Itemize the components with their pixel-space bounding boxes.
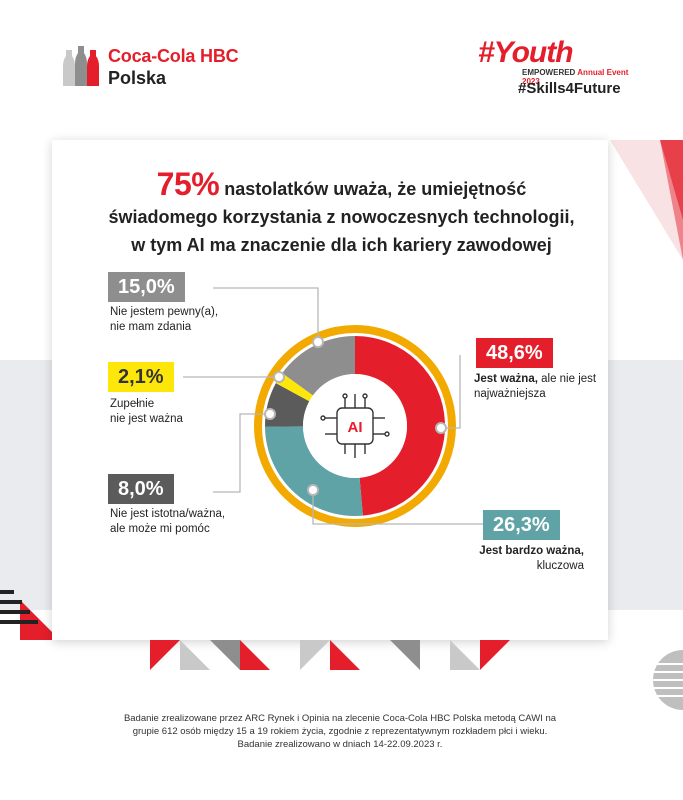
slice-label-important-bold: Jest ważna, xyxy=(474,373,538,385)
brand-name: Coca-Cola HBC xyxy=(108,46,239,66)
footer-note: Badanie zrealizowane przez ARC Rynek i O… xyxy=(80,712,600,751)
slice-label-unsure-line2: nie mam zdania xyxy=(110,321,192,333)
slice-label-not-important-line2: nie jest ważna xyxy=(110,413,183,425)
donut-slice-not-essential xyxy=(265,383,310,427)
event-logo: #Youth EMPOWERED Annual Event 2023 #Skil… xyxy=(478,36,648,106)
slice-label-not-essential-line2: ale może mi pomóc xyxy=(110,523,210,535)
decorative-triangles xyxy=(150,640,510,670)
slice-label-not-important: Zupełnie nie jest ważna xyxy=(110,397,183,427)
donut-slice-important xyxy=(355,336,446,516)
footer-line1: Badanie zrealizowane przez ARC Rynek i O… xyxy=(123,713,557,724)
footer-line3: Badanie zrealizowano w dniach 14-22.09.2… xyxy=(237,739,443,750)
ai-chip-icon xyxy=(320,393,390,458)
connector-lines xyxy=(183,287,483,525)
event-subtitle-bold: EMPOWERED xyxy=(522,68,576,77)
slice-label-not-essential: Nie jest istotna/ważna, ale może mi pomó… xyxy=(110,507,225,537)
headline-line3: w tym AI ma znaczenie dla ich kariery za… xyxy=(131,235,552,255)
slice-label-important-value: 48,6% xyxy=(476,338,553,368)
headline-percent: 75% xyxy=(156,166,220,202)
decorative-stripes xyxy=(0,590,38,624)
slice-label-not-important-value: 2,1% xyxy=(108,362,174,392)
slice-label-not-essential-line1: Nie jest istotna/ważna, xyxy=(110,508,226,520)
headline-line1: 75% nastolatków uważa, że umiejętność xyxy=(0,168,683,203)
bottles-icon xyxy=(63,46,99,86)
brand-country: Polska xyxy=(108,68,167,88)
slice-label-very-important: Jest bardzo ważna, kluczowa xyxy=(460,544,584,574)
event-hashtag: #Skills4Future xyxy=(518,80,621,97)
headline-text1: nastolatków uważa, że umiejętność xyxy=(224,179,527,199)
connector-dots xyxy=(264,336,447,496)
slice-label-unsure-value: 15,0% xyxy=(108,272,185,302)
donut-outer-ring xyxy=(254,325,456,527)
decorative-disc xyxy=(653,650,683,710)
donut-slice-very-important xyxy=(265,426,363,517)
ai-label: AI xyxy=(348,419,363,436)
slice-label-important: Jest ważna, ale nie jest najważniejsza xyxy=(474,372,604,402)
headline-line2: świadomego korzystania z nowoczesnych te… xyxy=(108,207,575,227)
event-title: #Youth xyxy=(478,36,574,69)
slice-label-not-essential-value: 8,0% xyxy=(108,474,174,504)
event-subtitle-rest: Annual Event 2023 xyxy=(522,68,629,86)
donut-slice-unsure xyxy=(282,335,355,396)
slice-label-very-important-bold: Jest bardzo ważna, xyxy=(479,545,584,557)
donut-slice-not-important xyxy=(275,373,313,402)
slice-label-unsure: Nie jestem pewny(a), nie mam zdania xyxy=(110,305,218,335)
footer-line2: grupie 612 osób między 15 a 19 rokiem ży… xyxy=(132,726,548,737)
slice-label-very-important-value: 26,3% xyxy=(483,510,560,540)
slice-label-very-important-rest: kluczowa xyxy=(536,560,584,572)
event-subtitle: EMPOWERED Annual Event 2023 xyxy=(522,68,648,86)
slice-label-unsure-line1: Nie jestem pewny(a), xyxy=(110,306,219,318)
slice-label-not-important-line1: Zupełnie xyxy=(110,398,155,410)
slice-label-important-rest: ale nie jest najważniejsza xyxy=(474,373,597,400)
brand-logo: Coca-Cola HBC Polska xyxy=(60,40,280,90)
headline: 75% nastolatków uważa, że umiejętność św… xyxy=(0,168,683,259)
